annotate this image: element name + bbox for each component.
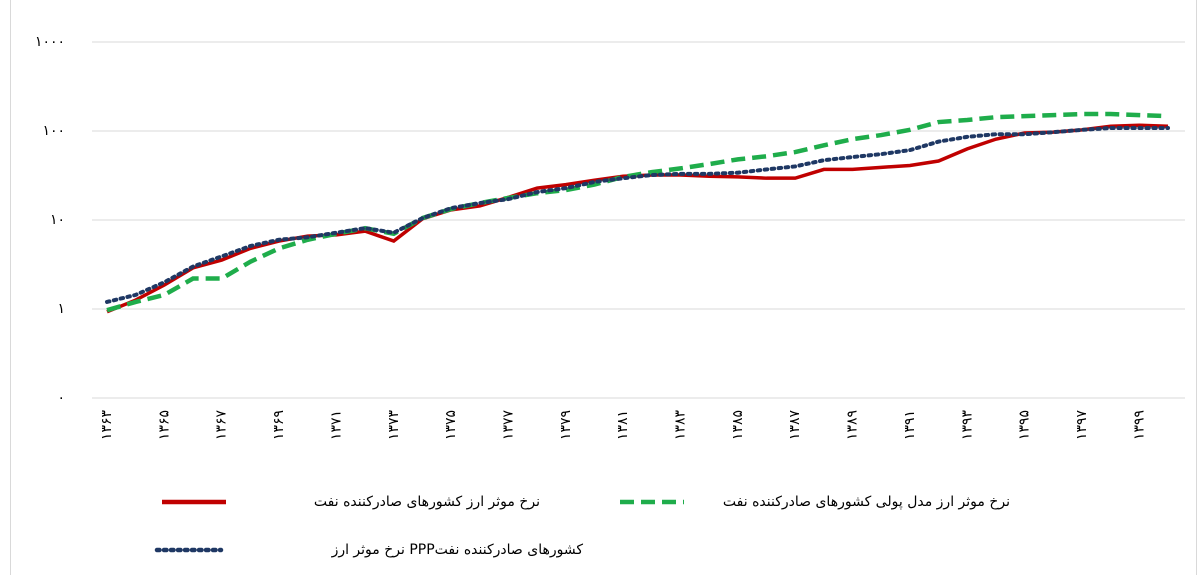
x-tick-label: ۱۳۶۹ bbox=[271, 410, 287, 440]
x-tick-label: ۱۳۹۱ bbox=[902, 410, 918, 440]
chart-border bbox=[10, 0, 1197, 575]
x-tick-label: ۱۳۶۷ bbox=[214, 410, 230, 441]
x-tick-label: ۱۳۶۳ bbox=[99, 410, 115, 441]
y-tick-label: ۱۰۰ bbox=[42, 123, 65, 139]
y-tick-label: ۱ bbox=[57, 301, 65, 317]
x-tick-label: ۱۳۸۱ bbox=[615, 410, 631, 440]
x-tick-label: ۱۳۷۹ bbox=[558, 410, 574, 440]
x-tick-label: ۱۳۸۹ bbox=[845, 410, 861, 440]
legend-label: نرخ موثر ارز کشورهای صادرکننده نفت bbox=[314, 494, 540, 510]
series-line bbox=[105, 126, 1170, 304]
x-tick-label: ۱۳۹۷ bbox=[1074, 410, 1090, 441]
x-tick-label: ۱۳۷۵ bbox=[443, 410, 459, 440]
x-tick-label: ۱۳۷۱ bbox=[328, 410, 344, 440]
x-tick-label: ۱۳۸۵ bbox=[730, 410, 746, 440]
x-tick-label: ۱۳۸۷ bbox=[787, 410, 803, 441]
y-tick-label: ۱۰ bbox=[50, 212, 65, 228]
x-tick-label: ۱۳۹۵ bbox=[1017, 410, 1033, 440]
x-tick-label: ۱۳۹۹ bbox=[1131, 410, 1147, 440]
legend-label: نرخ موثر ارز PPPکشورهای صادرکننده نفت bbox=[331, 542, 584, 558]
x-tick-label: ۱۳۷۳ bbox=[386, 410, 402, 441]
series-line bbox=[106, 111, 1169, 313]
x-tick-label: ۱۳۹۳ bbox=[959, 410, 975, 441]
legend-label: نرخ موثر ارز مدل پولی کشورهای صادرکننده … bbox=[723, 494, 1010, 510]
x-tick-label: ۱۳۸۳ bbox=[673, 410, 689, 441]
y-tick-label: ۰ bbox=[57, 390, 65, 406]
y-tick-label: ۱۰۰۰ bbox=[35, 34, 65, 50]
series-line bbox=[106, 123, 1169, 314]
x-tick-label: ۱۳۷۷ bbox=[500, 410, 516, 441]
x-tick-label: ۱۳۶۵ bbox=[156, 410, 172, 440]
